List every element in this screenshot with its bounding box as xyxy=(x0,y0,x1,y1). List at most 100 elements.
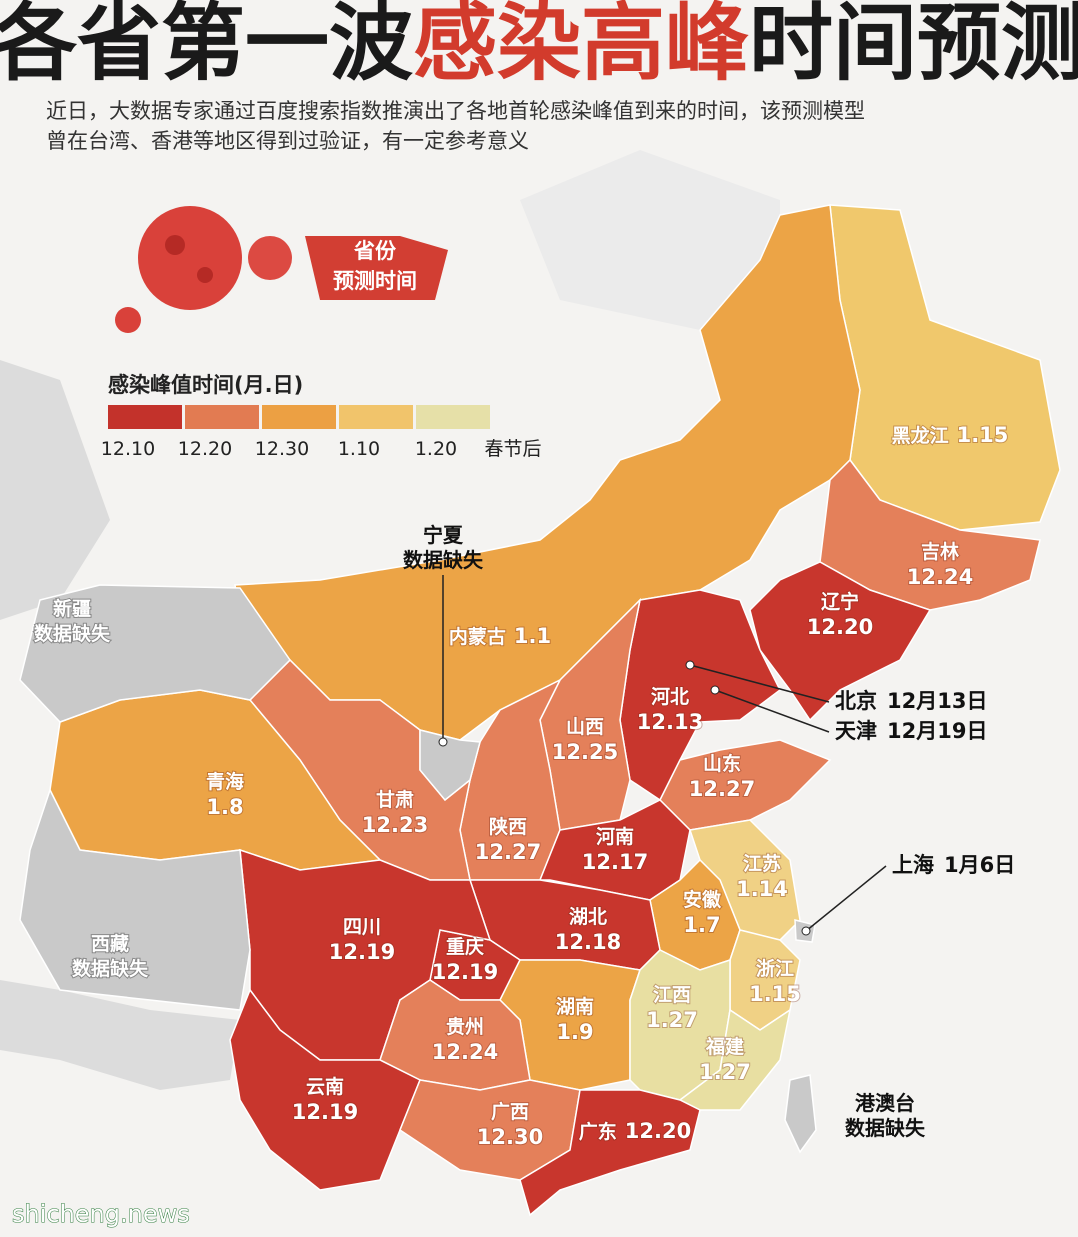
missing-name: 新疆 xyxy=(53,597,91,620)
province-name: 山西 xyxy=(566,716,604,738)
missing-note: 数据缺失 xyxy=(72,957,149,980)
no-data-region xyxy=(19,584,291,723)
missing-note: 数据缺失 xyxy=(403,548,484,572)
province xyxy=(819,458,1041,611)
province-name: 福建 xyxy=(705,1035,744,1058)
virus-spot xyxy=(197,267,213,283)
legend-label: 12.20 xyxy=(178,438,232,460)
subtitle: 曾在台湾、香港等地区得到过验证，有一定参考意义 xyxy=(46,129,529,153)
province-name: 河南 xyxy=(596,826,634,848)
callout: 天津 12月19日 xyxy=(835,719,987,743)
badge xyxy=(305,236,448,300)
virus xyxy=(248,236,292,280)
neighbor-land xyxy=(520,150,780,330)
province-name: 江西 xyxy=(653,984,691,1006)
province-name: 甘肃 xyxy=(376,788,414,811)
title-part: 各省第一波 xyxy=(0,0,413,92)
callout-dot xyxy=(438,737,448,747)
province-name: 黑龙江 xyxy=(892,424,949,447)
missing-note: 数据缺失 xyxy=(845,1116,926,1140)
province-name: 辽宁 xyxy=(821,590,859,613)
callout-date: 12月19日 xyxy=(887,719,987,743)
no-data-region xyxy=(784,1074,817,1154)
neighbor-land xyxy=(0,980,240,1090)
title-part: 感染高峰 xyxy=(413,0,749,92)
legend-label: 12.30 xyxy=(255,438,309,460)
badge-text: 省份 xyxy=(353,239,397,263)
virus-icon xyxy=(115,206,292,333)
legend-label: 1.10 xyxy=(338,438,380,460)
province-label: 黑龙江 1.15 xyxy=(892,423,1009,447)
province-date: 12.23 xyxy=(362,813,428,837)
callout-date: 1月6日 xyxy=(944,853,1015,877)
title: 各省第一波感染高峰时间预测 xyxy=(0,0,1078,92)
province-date: 12.17 xyxy=(582,850,648,874)
province-date: 1.14 xyxy=(736,877,788,901)
callout-name: 上海 xyxy=(892,853,934,877)
virus xyxy=(138,206,242,310)
badge-text: 预测时间 xyxy=(333,269,417,293)
legend-label: 12.10 xyxy=(101,438,155,460)
callout: 上海 1月6日 xyxy=(892,853,1015,877)
province-date: 1.15 xyxy=(749,982,801,1006)
neighbor-land xyxy=(0,360,110,620)
no-data-region xyxy=(19,788,251,1011)
province-date: 12.19 xyxy=(292,1100,358,1124)
province-name: 青海 xyxy=(206,770,244,793)
province-name: 山东 xyxy=(703,752,741,775)
callout-line xyxy=(805,865,887,932)
province-name: 陕西 xyxy=(489,815,527,838)
province-name: 广西 xyxy=(491,1100,529,1123)
province-date: 12.13 xyxy=(637,710,703,734)
callout-dot xyxy=(801,926,811,936)
callout-dot xyxy=(710,685,720,695)
missing-note: 数据缺失 xyxy=(34,622,111,645)
province-label: 广东 12.20 xyxy=(579,1119,691,1143)
province-name: 广东 xyxy=(579,1120,617,1143)
province-name: 四川 xyxy=(343,916,381,938)
callout: 北京 12月13日 xyxy=(835,689,987,713)
title-part: 时间预测 xyxy=(749,0,1078,92)
legend-title: 感染峰值时间(月.日) xyxy=(108,373,303,397)
province xyxy=(229,988,421,1191)
watermark: shicheng.news xyxy=(12,1200,190,1228)
province-date: 1.1 xyxy=(514,624,551,648)
province-name: 吉林 xyxy=(921,540,959,563)
province-name: 河北 xyxy=(651,686,689,708)
subtitle: 近日，大数据专家通过百度搜索指数推演出了各地首轮感染峰值到来的时间，该预测模型 xyxy=(46,99,865,123)
province-date: 12.27 xyxy=(475,840,541,864)
virus-spot xyxy=(165,235,185,255)
province-date: 12.18 xyxy=(555,930,621,954)
callout-line xyxy=(689,664,830,703)
province-name: 浙江 xyxy=(756,957,794,980)
province-date: 1.8 xyxy=(206,795,243,819)
province-name: 湖北 xyxy=(569,906,607,928)
province xyxy=(519,1089,701,1217)
province-date: 12.24 xyxy=(432,1040,498,1064)
province-name: 安徽 xyxy=(683,888,722,911)
legend-label: 1.20 xyxy=(415,438,457,460)
legend-label: 春节后 xyxy=(484,438,541,460)
callout-line xyxy=(714,689,830,733)
province-name: 重庆 xyxy=(446,935,484,958)
legend-swatch xyxy=(262,405,336,429)
legend-swatch xyxy=(185,405,259,429)
province-name: 贵州 xyxy=(446,1016,484,1038)
callout-date: 12月13日 xyxy=(887,689,987,713)
legend-swatch xyxy=(108,405,182,429)
province-date: 1.7 xyxy=(683,913,720,937)
province-name: 江苏 xyxy=(743,852,781,875)
province-date: 12.20 xyxy=(625,1119,691,1143)
province-name: 湖南 xyxy=(556,996,594,1018)
province-date: 12.19 xyxy=(329,940,395,964)
province-date: 1.15 xyxy=(957,423,1009,447)
missing-name: 西藏 xyxy=(91,932,129,955)
province-name: 内蒙古 xyxy=(449,625,506,648)
callout-name: 北京 xyxy=(835,689,877,713)
province-date: 12.27 xyxy=(689,777,755,801)
callout-dot xyxy=(685,660,695,670)
province-date: 12.19 xyxy=(432,960,498,984)
legend-swatch xyxy=(416,405,490,429)
